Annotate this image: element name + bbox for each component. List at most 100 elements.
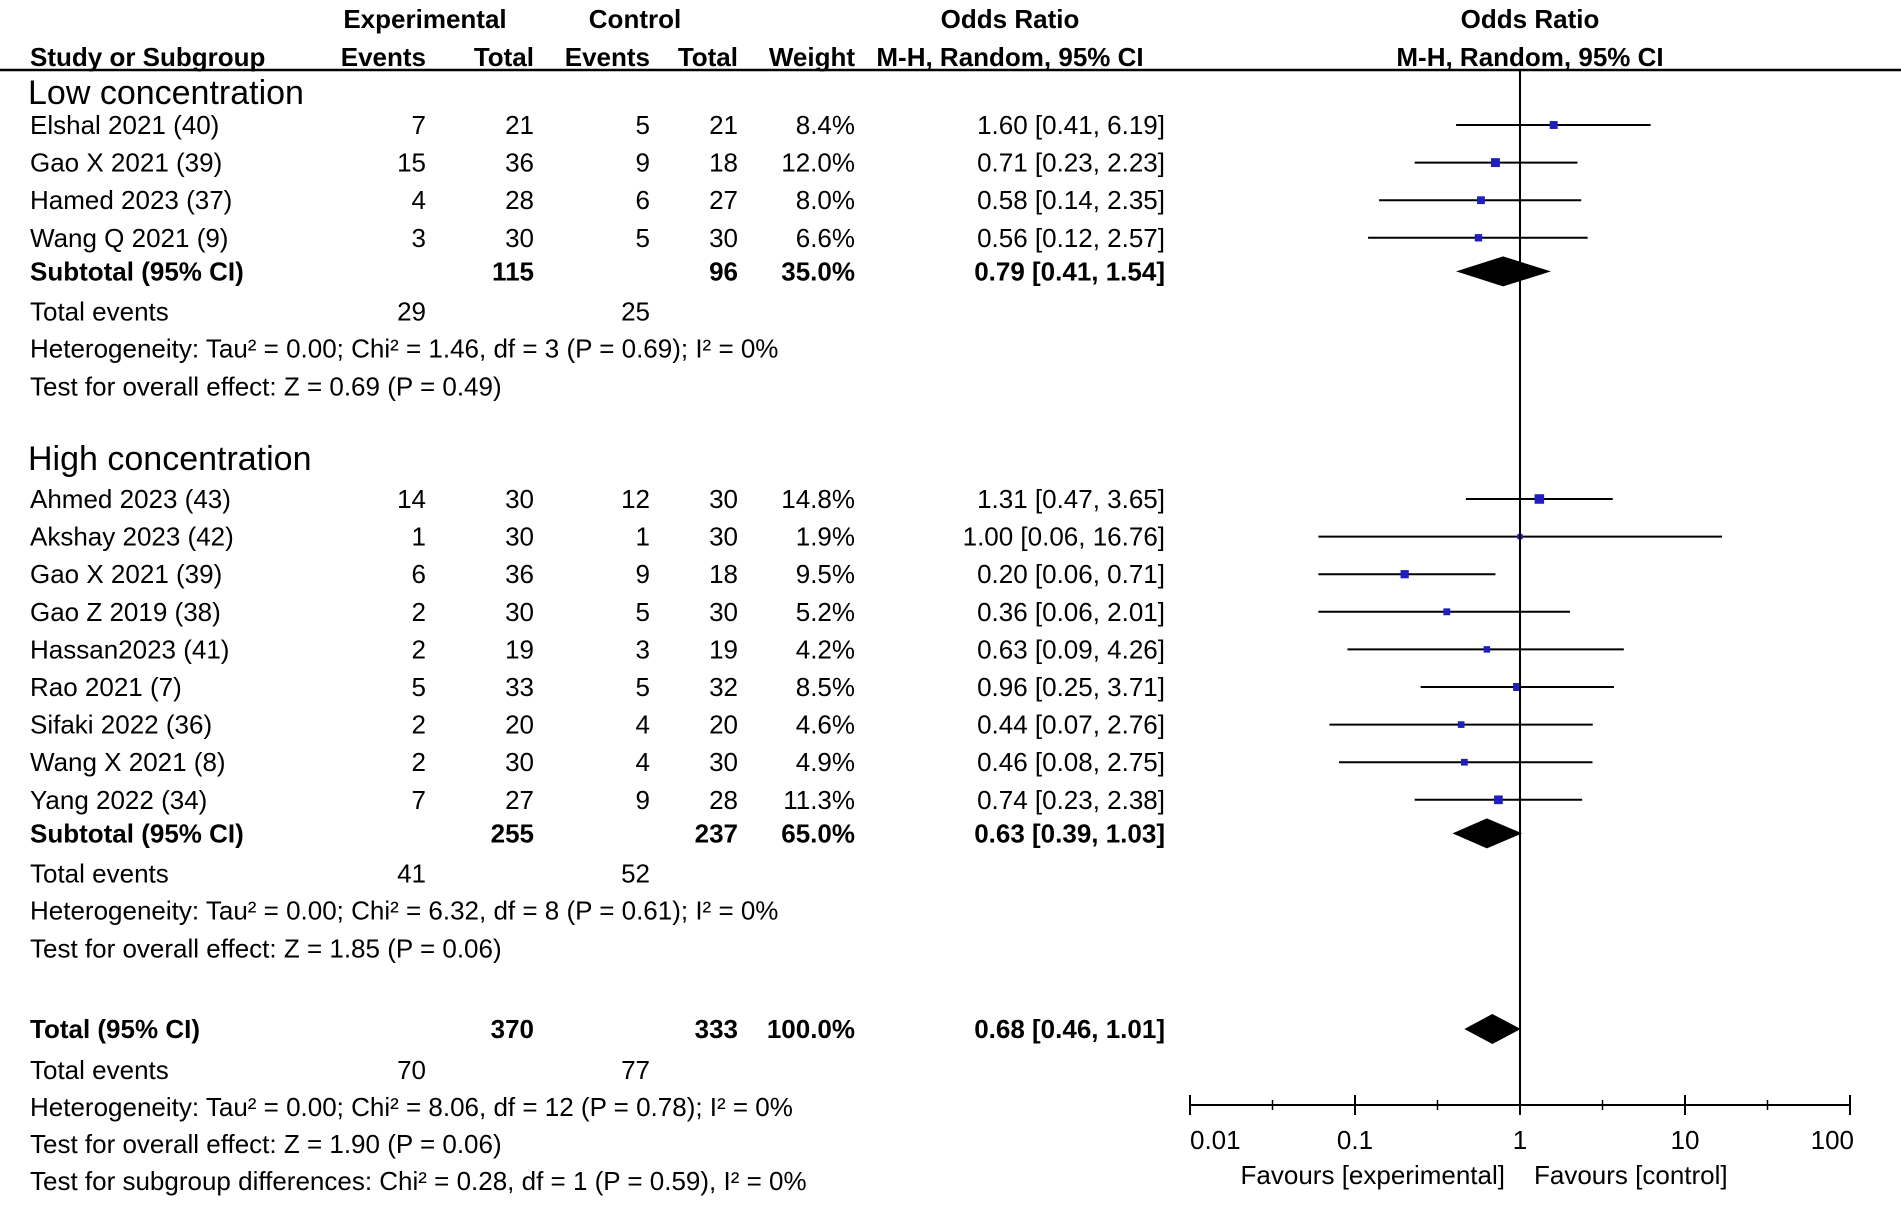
subtotal-diamond	[1456, 256, 1551, 287]
exp-total: 30	[505, 747, 534, 777]
x-tick-label: 100	[1811, 1125, 1854, 1155]
total-events-label: Total events	[30, 296, 169, 326]
total-diamond	[1464, 1014, 1521, 1044]
exp-events: 5	[412, 672, 426, 702]
exp-events: 2	[412, 597, 426, 627]
study-weight: 11.3%	[783, 785, 855, 815]
point-estimate-marker	[1460, 758, 1468, 766]
favours-control-label: Favours [control]	[1534, 1160, 1728, 1190]
study-ci: 0.58 [0.14, 2.35]	[977, 185, 1165, 215]
exp-events: 2	[412, 747, 426, 777]
header-control: Control	[589, 4, 681, 34]
point-estimate-marker	[1443, 608, 1451, 616]
study-weight: 4.9%	[796, 747, 855, 777]
study-weight: 4.6%	[796, 710, 855, 740]
study-weight: 8.4%	[796, 110, 855, 140]
point-estimate-marker	[1494, 795, 1503, 805]
study-name: Elshal 2021 (40)	[30, 110, 219, 140]
point-estimate-marker	[1491, 158, 1500, 168]
header-study: Study or Subgroup	[30, 42, 265, 72]
study-ci: 0.56 [0.12, 2.57]	[977, 223, 1165, 253]
point-estimate-marker	[1457, 721, 1465, 728]
ctrl-total: 18	[709, 559, 738, 589]
subtotal-ctrl-total: 96	[709, 256, 738, 286]
x-tick-label: 10	[1671, 1125, 1700, 1155]
study-weight: 4.2%	[796, 634, 855, 664]
exp-events: 15	[397, 148, 426, 178]
ctrl-events: 4	[636, 747, 650, 777]
subtotal-diamond	[1452, 818, 1523, 849]
ctrl-events: 5	[636, 672, 650, 702]
subtotal-label: Subtotal (95% CI)	[30, 256, 244, 286]
exp-events: 1	[412, 522, 426, 552]
study-ci: 0.96 [0.25, 3.71]	[977, 672, 1165, 702]
study-weight: 8.5%	[796, 672, 855, 702]
exp-events: 7	[412, 110, 426, 140]
ctrl-events: 1	[636, 522, 650, 552]
study-name: Akshay 2023 (42)	[30, 522, 234, 552]
exp-total: 27	[505, 785, 534, 815]
total-heterogeneity: Heterogeneity: Tau² = 0.00; Chi² = 8.06,…	[30, 1092, 793, 1122]
x-tick-label: 0.01	[1190, 1125, 1241, 1155]
study-weight: 12.0%	[781, 148, 855, 178]
study-ci: 0.46 [0.08, 2.75]	[977, 747, 1165, 777]
study-weight: 8.0%	[796, 185, 855, 215]
point-estimate-marker	[1483, 646, 1491, 653]
exp-events: 4	[412, 185, 426, 215]
ctrl-total: 21	[709, 110, 738, 140]
point-estimate-marker	[1513, 683, 1522, 691]
study-name: Hassan2023 (41)	[30, 634, 229, 664]
subtotal-weight: 35.0%	[781, 256, 855, 286]
exp-total: 30	[505, 597, 534, 627]
exp-events: 6	[412, 559, 426, 589]
exp-events: 14	[397, 484, 426, 514]
x-tick-label: 1	[1513, 1125, 1527, 1155]
study-ci: 1.00 [0.06, 16.76]	[963, 522, 1165, 552]
ctrl-events: 4	[636, 710, 650, 740]
x-tick-label: 0.1	[1337, 1125, 1373, 1155]
x-axis: 0.01 0.1 1 10 100 Favours [experimental] Favou…	[1189, 1095, 1854, 1190]
subtotal-exp-total: 115	[492, 256, 534, 286]
subtotal-label: Subtotal (95% CI)	[30, 818, 244, 848]
exp-total: 28	[505, 185, 534, 215]
header-events-ctrl: Events	[565, 42, 650, 72]
study-name: Wang X 2021 (8)	[30, 747, 226, 777]
header-method: M-H, Random, 95% CI	[876, 42, 1143, 72]
total-label: Total (95% CI)	[30, 1014, 200, 1044]
ctrl-total: 18	[709, 148, 738, 178]
exp-total: 36	[505, 148, 534, 178]
ctrl-events: 5	[636, 110, 650, 140]
point-estimate-marker	[1400, 570, 1409, 579]
ctrl-total: 19	[709, 634, 738, 664]
study-name: Sifaki 2022 (36)	[30, 710, 212, 740]
subgroup-title: High concentration	[28, 440, 312, 478]
ctrl-total: 28	[709, 785, 738, 815]
subgroup-title: Low concentration	[28, 74, 304, 112]
study-weight: 14.8%	[781, 484, 855, 514]
total-ci: 0.68 [0.46, 1.01]	[974, 1014, 1165, 1044]
header-experimental: Experimental	[343, 4, 506, 34]
study-weight: 5.2%	[796, 597, 855, 627]
ctrl-events: 9	[636, 785, 650, 815]
ctrl-events: 9	[636, 559, 650, 589]
header-odds-ratio: Odds Ratio	[941, 4, 1080, 34]
ctrl-events: 3	[636, 634, 650, 664]
exp-total: 20	[505, 710, 534, 740]
study-name: Wang Q 2021 (9)	[30, 223, 228, 253]
header-total-ctrl: Total	[678, 42, 738, 72]
favours-experimental-label: Favours [experimental]	[1241, 1160, 1505, 1190]
total-events-label: Total events	[30, 858, 169, 888]
study-name: Hamed 2023 (37)	[30, 185, 232, 215]
heterogeneity: Heterogeneity: Tau² = 0.00; Chi² = 1.46,…	[30, 333, 778, 363]
study-name: Yang 2022 (34)	[30, 785, 207, 815]
study-ci: 0.63 [0.09, 4.26]	[977, 634, 1165, 664]
study-ci: 0.20 [0.06, 0.71]	[977, 559, 1165, 589]
ctrl-total: 27	[709, 185, 738, 215]
exp-events: 3	[412, 223, 426, 253]
study-weight: 6.6%	[796, 223, 855, 253]
exp-total: 30	[505, 522, 534, 552]
exp-events: 7	[412, 785, 426, 815]
exp-events: 2	[412, 710, 426, 740]
study-weight: 9.5%	[796, 559, 855, 589]
study-ci: 0.36 [0.06, 2.01]	[977, 597, 1165, 627]
